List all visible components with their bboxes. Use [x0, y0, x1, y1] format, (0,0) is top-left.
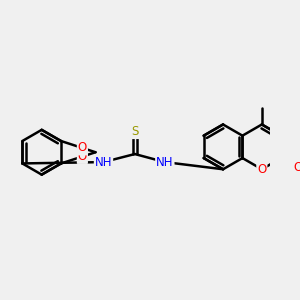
Text: NH: NH — [156, 156, 174, 169]
Text: O: O — [257, 163, 266, 176]
Text: O: O — [293, 161, 300, 174]
Text: S: S — [131, 125, 139, 138]
Text: NH: NH — [95, 156, 112, 169]
Text: O: O — [78, 142, 87, 154]
Text: O: O — [78, 150, 87, 163]
